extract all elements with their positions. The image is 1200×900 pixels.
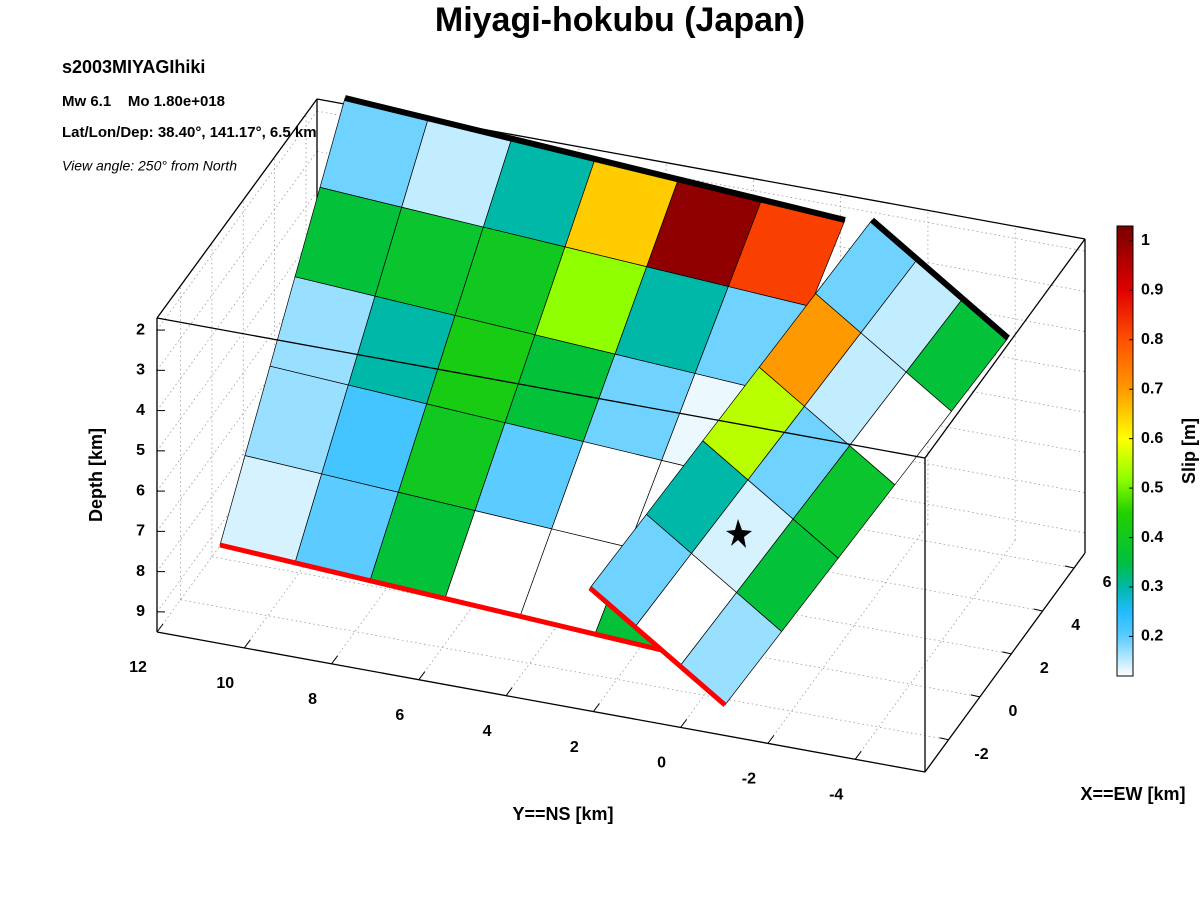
z-tick-label: 3 <box>136 362 145 379</box>
grid-line <box>156 151 318 371</box>
z-tick-label: 8 <box>136 563 145 580</box>
y-tick-label: 6 <box>395 707 404 724</box>
colorbar-tick-label: 0.9 <box>1141 282 1163 299</box>
y-tick-label: 0 <box>657 755 666 772</box>
fault-bottom-edge <box>588 586 727 707</box>
colorbar <box>1116 225 1134 677</box>
grid-line <box>156 110 318 331</box>
x-tick-label: 0 <box>1008 703 1017 720</box>
grid-line <box>767 524 929 744</box>
grid-line <box>156 231 318 452</box>
x-tick-label: 4 <box>1071 617 1080 634</box>
tick-mark <box>1002 651 1012 655</box>
tick-mark <box>592 703 600 712</box>
fault-top-edge <box>344 95 846 223</box>
fault-cells <box>219 95 1010 707</box>
grid-line <box>156 191 318 411</box>
tick-mark <box>939 737 949 741</box>
z-tick-label: 2 <box>136 321 145 338</box>
y-tick-label: -2 <box>742 771 756 788</box>
colorbar-tick-label: 0.7 <box>1141 380 1163 397</box>
x-tick-label: -2 <box>974 746 988 763</box>
hypocenter-star <box>726 519 752 548</box>
colorbar-label: Slip [m] <box>1179 418 1199 484</box>
z-axis-label: Depth [km] <box>86 428 106 522</box>
colorbar-tick-label: 1 <box>1141 232 1150 249</box>
box-edge <box>156 317 926 459</box>
y-tick-label: 10 <box>216 675 234 692</box>
tick-mark <box>243 639 251 649</box>
colorbar-tick-label: 0.8 <box>1141 331 1163 348</box>
colorbar-tick-label: 0.2 <box>1141 628 1163 645</box>
tick-mark <box>505 687 513 696</box>
box-edge <box>156 98 318 319</box>
tick-mark <box>680 719 688 728</box>
magnitude: Mw 6.1 Mo 1.80e+018 <box>62 93 225 110</box>
z-tick-label: 7 <box>136 523 145 540</box>
chart-title: Miyagi-hokubu (Japan) <box>435 1 805 39</box>
z-tick-label: 9 <box>136 603 145 620</box>
ticks: 2 3 4 5 6 7 8 9 12 10 8 6 4 2 0 -2 -4 -2 0 2 4 6 <box>129 321 1111 803</box>
tick-mark <box>767 735 775 744</box>
tick-mark <box>331 655 338 665</box>
grid-line <box>854 540 1016 760</box>
y-tick-label: 8 <box>308 691 317 708</box>
box-edge <box>156 631 926 773</box>
y-axis-label: Y==NS [km] <box>512 804 613 824</box>
y-tick-label: 4 <box>483 723 492 740</box>
y-tick-label: 12 <box>129 659 147 676</box>
tick-mark <box>156 623 164 633</box>
z-tick-label: 4 <box>136 402 145 419</box>
colorbar-tick-label: 0.3 <box>1141 578 1163 595</box>
fault-top-edge <box>870 217 1010 341</box>
tick-mark <box>1033 608 1043 612</box>
fault-bottom-edge <box>219 542 671 655</box>
tick-mark <box>854 750 862 760</box>
z-tick-label: 6 <box>136 482 145 499</box>
x-tick-label: 6 <box>1103 574 1112 591</box>
colorbar-tick-label: 0.6 <box>1141 430 1163 447</box>
colorbar-tick-label: 0.4 <box>1141 529 1163 546</box>
x-axis-label: X==EW [km] <box>1080 784 1185 804</box>
tick-mark <box>418 671 426 681</box>
y-tick-label: -4 <box>829 786 843 803</box>
tick-mark <box>1064 565 1075 569</box>
colorbar-tick-label: 0.5 <box>1141 479 1163 496</box>
event-id: s2003MIYAGIhiki <box>62 57 205 77</box>
x-tick-label: 2 <box>1040 660 1049 677</box>
view-angle: View angle: 250° from North <box>62 158 237 174</box>
z-tick-label: 5 <box>136 442 145 459</box>
box-edge <box>924 552 1086 773</box>
location: Lat/Lon/Dep: 38.40°, 141.17°, 6.5 km <box>62 124 317 141</box>
y-tick-label: 2 <box>570 739 579 756</box>
box-edge <box>924 238 1086 459</box>
tick-mark <box>970 694 981 698</box>
